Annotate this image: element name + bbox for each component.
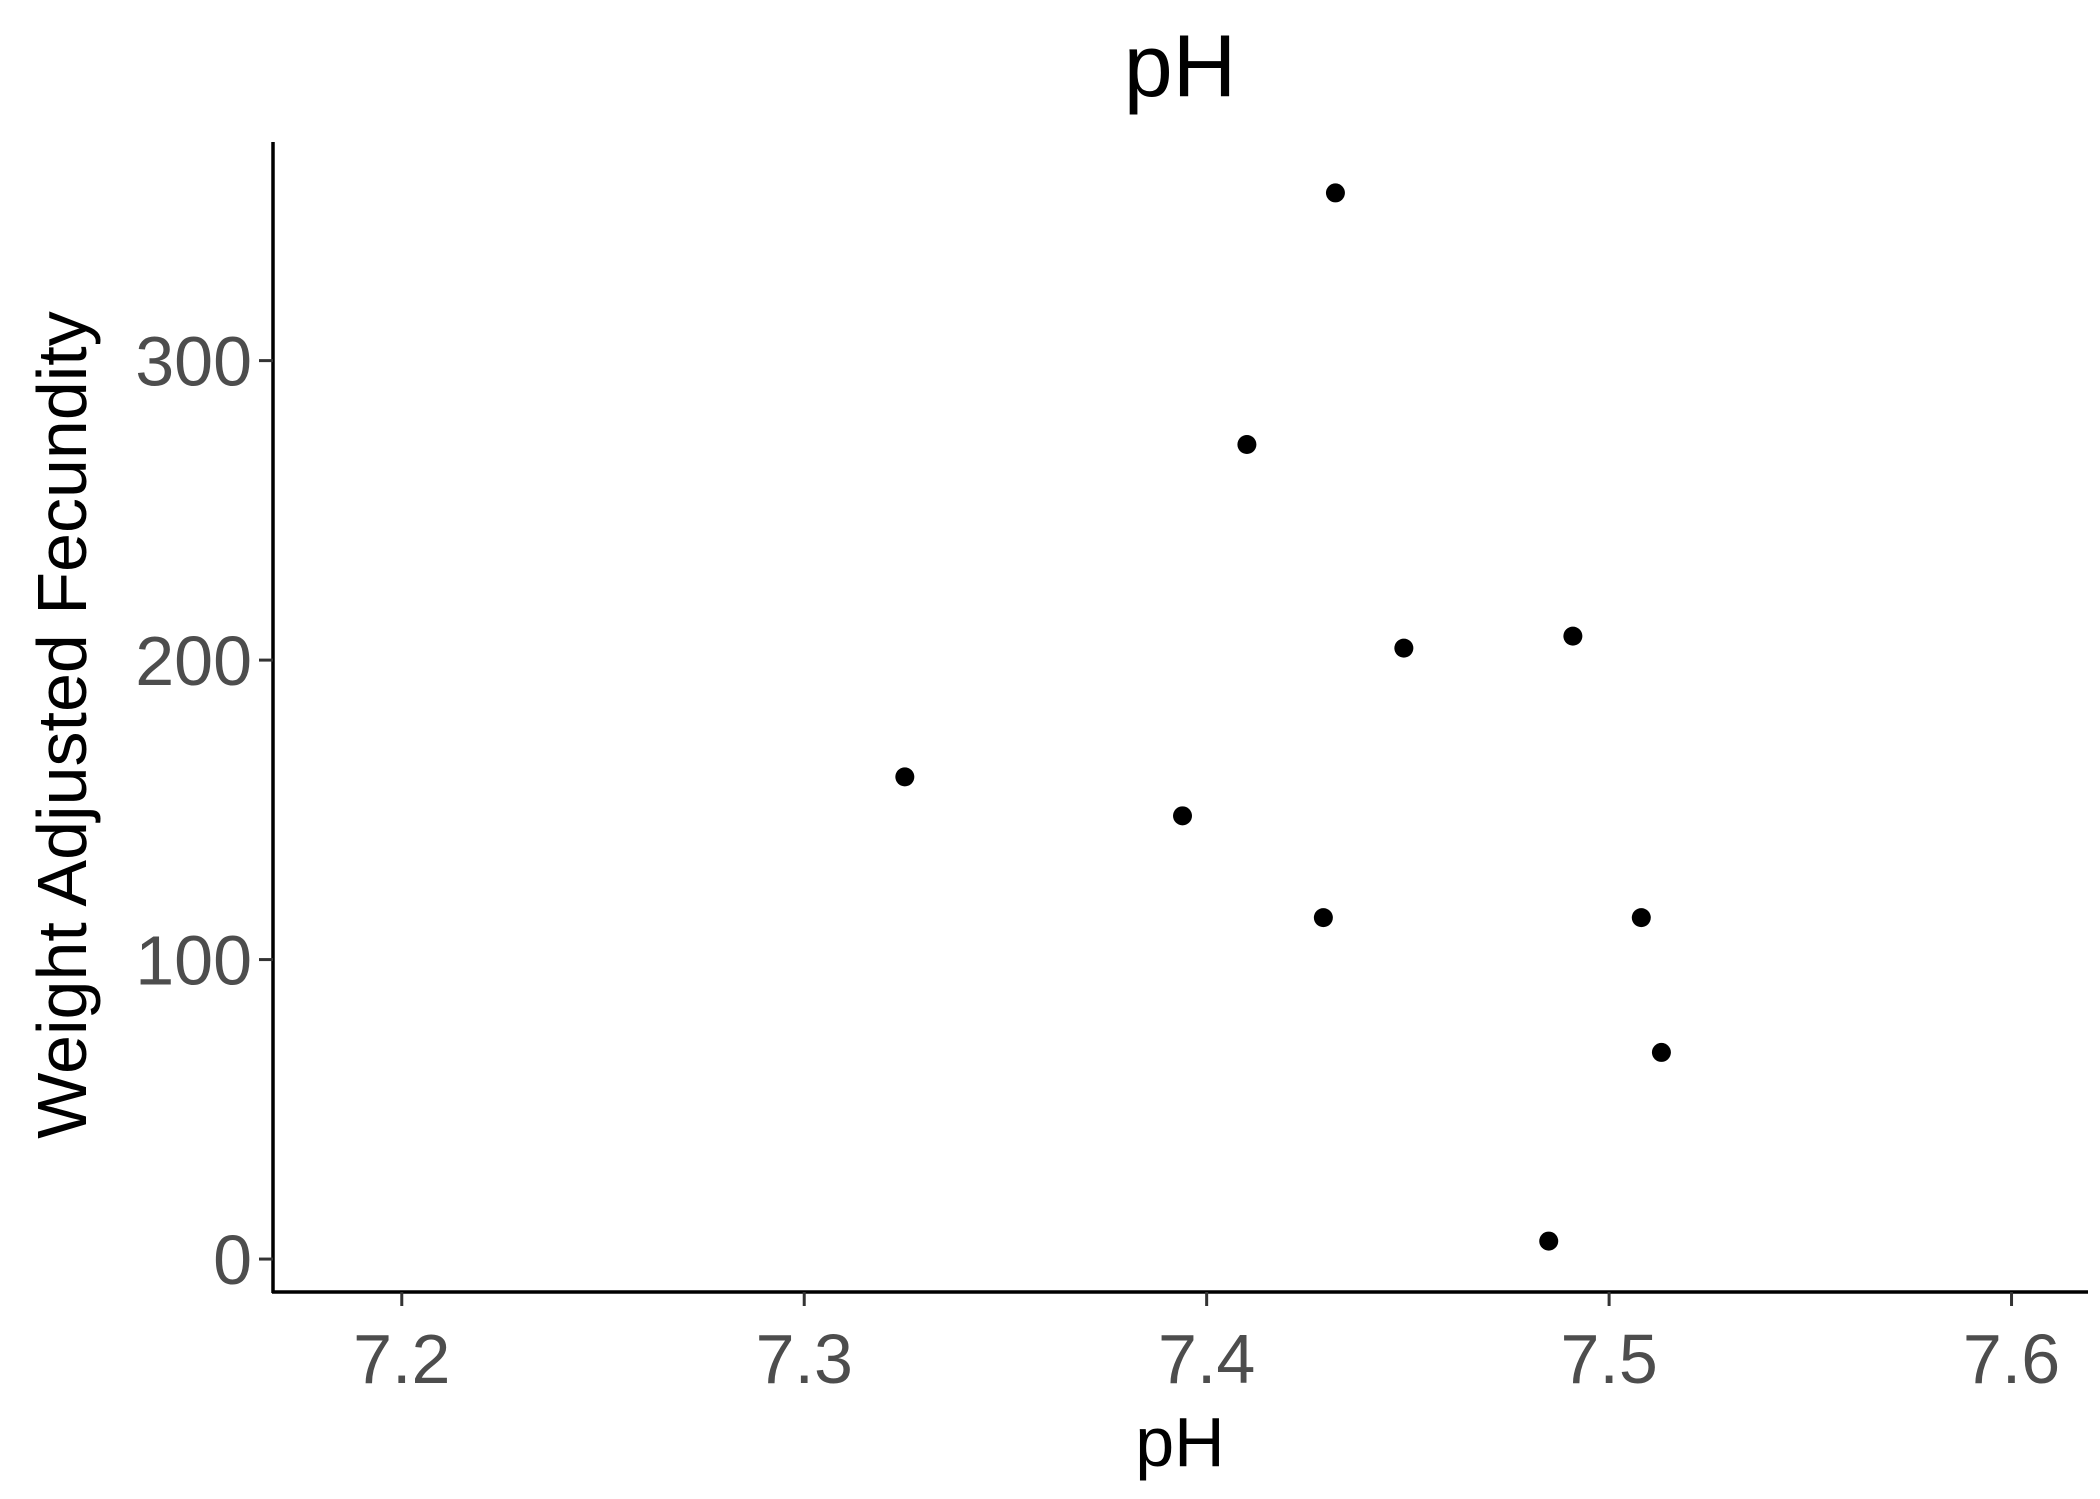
data-point [895,767,915,787]
data-point [1237,434,1257,454]
x-axis-title: pH [1135,1403,1224,1481]
data-point [1651,1042,1671,1062]
y-axis-title: Weight Adjusted Fecundity [23,311,101,1139]
data-points [895,183,1671,1251]
data-point [1394,638,1414,658]
y-tick-label: 200 [135,622,252,700]
x-tick-label: 7.4 [1158,1320,1255,1398]
data-point [1563,626,1583,646]
x-ticks: 7.2 7.3 7.4 7.5 7.6 [353,1292,2060,1398]
data-point [1631,908,1651,928]
y-tick-label: 300 [135,323,252,401]
y-tick-label: 100 [135,922,252,1000]
chart-title: pH [1124,16,1237,115]
data-point [1173,806,1193,826]
x-axis: 7.2 7.3 7.4 7.5 7.6 [272,1290,2088,1398]
y-axis: 0 100 200 300 [135,142,275,1299]
x-tick-label: 7.2 [353,1320,450,1398]
x-tick-label: 7.5 [1560,1320,1657,1398]
x-tick-label: 7.3 [756,1320,853,1398]
data-point [1325,183,1345,203]
x-tick-label: 7.6 [1963,1320,2060,1398]
data-point [1313,908,1333,928]
data-point [1539,1231,1559,1251]
y-tick-label: 0 [213,1221,252,1299]
y-ticks: 0 100 200 300 [135,323,273,1299]
